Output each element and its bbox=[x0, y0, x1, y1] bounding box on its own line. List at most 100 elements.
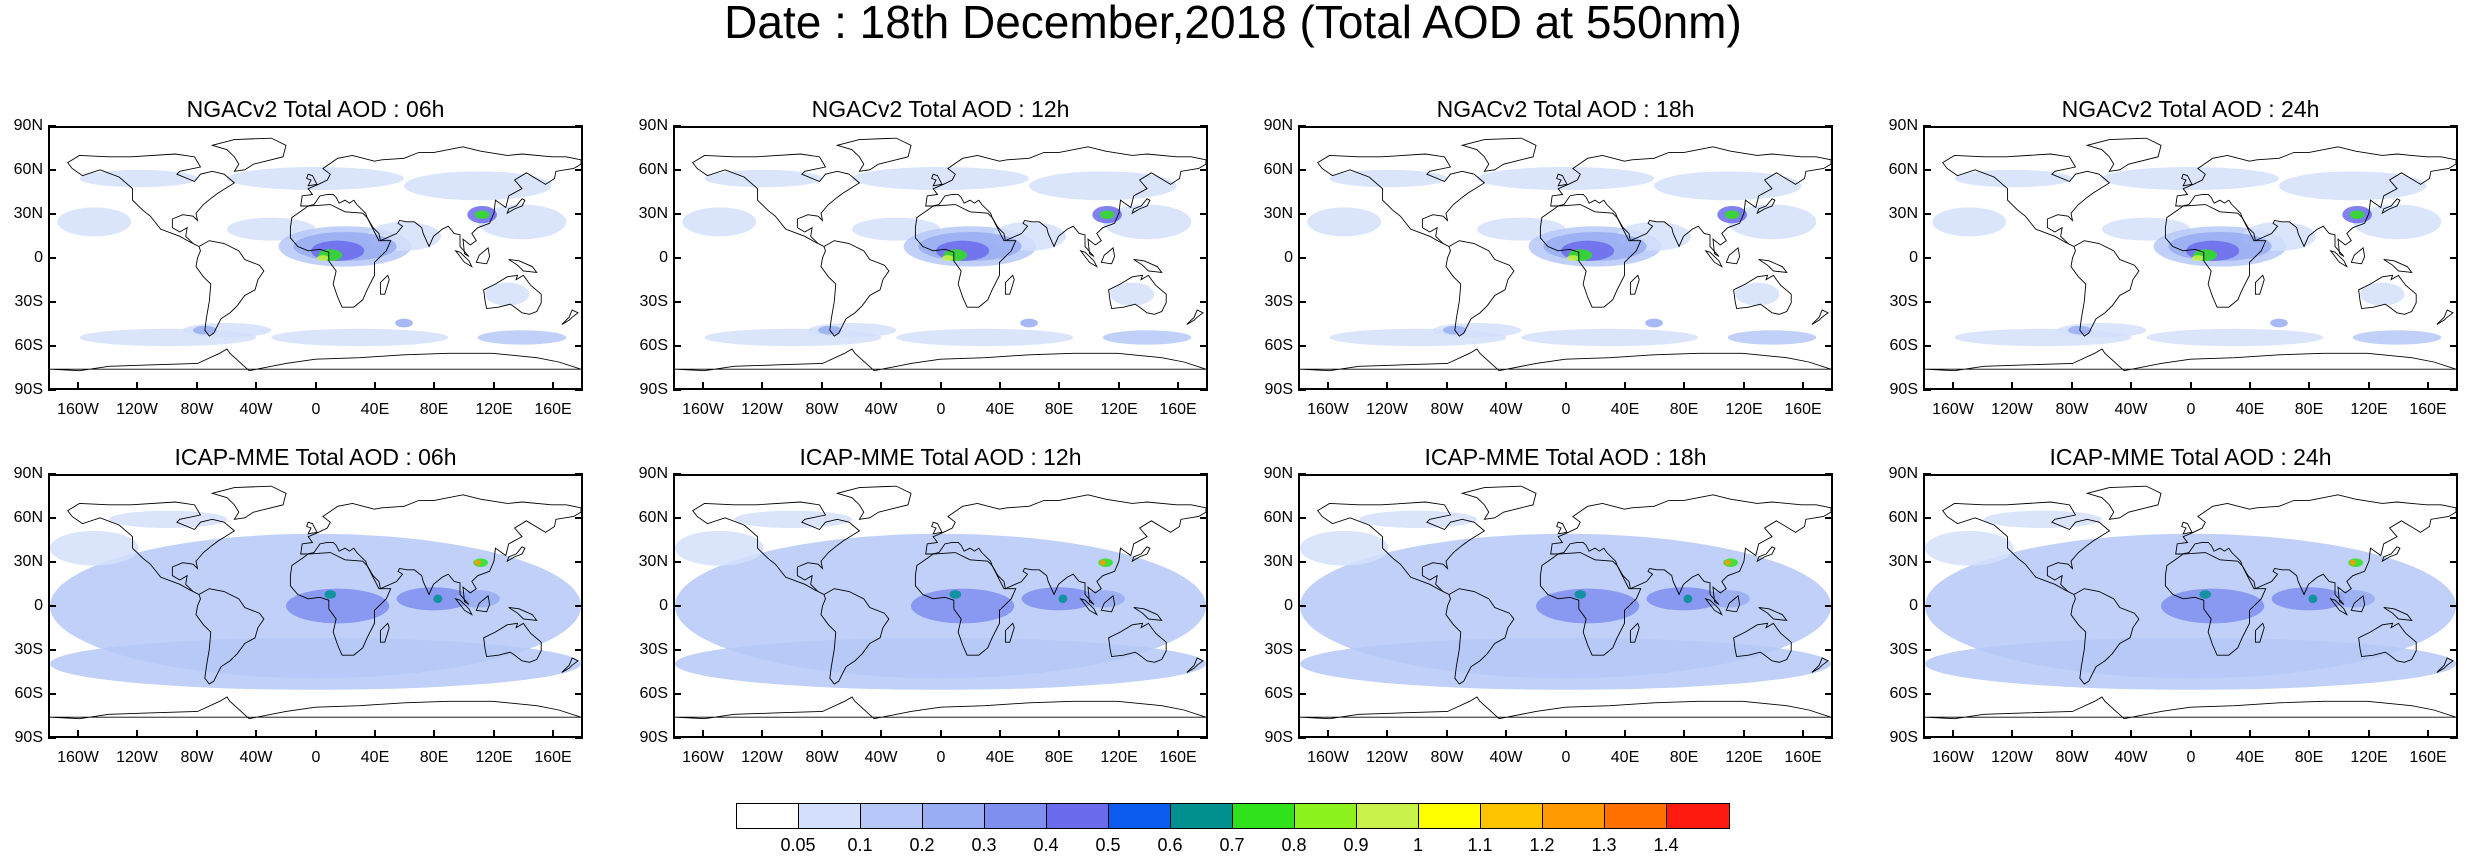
aod-region bbox=[851, 167, 1030, 191]
lat-tick bbox=[1298, 649, 1306, 651]
lat-tick-label: 30N bbox=[1888, 553, 1918, 570]
lat-tick-label: 90N bbox=[13, 117, 43, 134]
lat-tick bbox=[575, 561, 583, 563]
map-canvas bbox=[1925, 476, 2456, 736]
map-canvas bbox=[50, 476, 581, 736]
lat-tick bbox=[1825, 169, 1833, 171]
lat-tick bbox=[1825, 693, 1833, 695]
lon-tick-label: 160E bbox=[534, 401, 572, 418]
lat-tick bbox=[1923, 693, 1931, 695]
lon-tick-label: 80W bbox=[180, 401, 214, 418]
colorbar-swatch bbox=[923, 804, 985, 828]
lon-tick bbox=[1505, 382, 1507, 390]
lat-tick-label: 60S bbox=[639, 337, 668, 354]
lat-tick bbox=[1200, 257, 1208, 259]
lat-tick bbox=[2450, 693, 2458, 695]
coastline-south-america bbox=[1445, 240, 1515, 337]
aod-region bbox=[433, 594, 443, 604]
lon-tick-label: 120W bbox=[116, 749, 158, 766]
lat-tick bbox=[1923, 345, 1931, 347]
coastline-uk bbox=[931, 173, 943, 187]
lon-tick bbox=[2190, 382, 2192, 390]
coastline-antarctica bbox=[675, 696, 1206, 720]
lat-tick-label: 30S bbox=[1889, 641, 1918, 658]
lon-tick bbox=[940, 382, 942, 390]
lat-tick bbox=[1298, 737, 1306, 739]
lon-tick-label: 80W bbox=[805, 401, 839, 418]
map-canvas bbox=[1925, 128, 2456, 388]
coastline-sumatra bbox=[1079, 249, 1098, 268]
lon-tick-label: 0 bbox=[311, 749, 321, 766]
lat-tick bbox=[1298, 693, 1306, 695]
coastline-sumatra bbox=[454, 597, 473, 616]
colorbar-swatch bbox=[1295, 804, 1357, 828]
coastline-sumatra bbox=[1079, 597, 1098, 616]
coastline-south-america bbox=[2070, 240, 2140, 337]
map-canvas bbox=[1300, 476, 1831, 736]
lat-tick bbox=[1923, 517, 1931, 519]
lat-tick bbox=[575, 473, 583, 475]
lat-tick bbox=[673, 345, 681, 347]
lat-tick bbox=[48, 345, 56, 347]
coastline-new-guinea bbox=[1758, 607, 1788, 622]
coastline-north-america bbox=[692, 153, 861, 247]
lat-tick bbox=[2450, 169, 2458, 171]
lat-tick bbox=[1923, 649, 1931, 651]
aod-region bbox=[57, 207, 132, 237]
colorbar-swatch bbox=[1233, 804, 1295, 828]
colorbar-level-label: 0.4 bbox=[1033, 835, 1059, 855]
coastline-south-america bbox=[820, 240, 890, 337]
coastline-new-guinea bbox=[2383, 607, 2413, 622]
lon-tick bbox=[1683, 730, 1685, 738]
coastline-new-guinea bbox=[2383, 259, 2413, 274]
lat-tick bbox=[48, 517, 56, 519]
lon-tick bbox=[2249, 382, 2251, 390]
coastline-new-zealand bbox=[2436, 657, 2454, 673]
lon-tick bbox=[1386, 730, 1388, 738]
lon-tick-label: 160W bbox=[57, 401, 99, 418]
aod-region bbox=[896, 328, 1074, 347]
lat-tick bbox=[1825, 605, 1833, 607]
coastline-new-zealand bbox=[561, 309, 579, 325]
lat-tick-label: 60N bbox=[13, 509, 43, 526]
lon-tick bbox=[2249, 730, 2251, 738]
map-panel: NGACv2 Total AOD : 12h 90N 60N 30N 0 30S 60S 90… bbox=[628, 96, 1208, 446]
lon-tick bbox=[1743, 382, 1745, 390]
lon-tick bbox=[433, 382, 435, 390]
aod-region bbox=[1476, 167, 1655, 191]
panel-title: NGACv2 Total AOD : 24h bbox=[2061, 96, 2320, 122]
aod-region bbox=[2308, 594, 2318, 604]
coastline-africa bbox=[914, 204, 1017, 308]
aod-region bbox=[1925, 530, 2014, 566]
coastline-new-zealand bbox=[1811, 657, 1829, 673]
coastline-south-america bbox=[2070, 588, 2140, 685]
lon-tick-label: 120E bbox=[1100, 401, 1138, 418]
panel-title: NGACv2 Total AOD : 06h bbox=[186, 96, 445, 122]
coastline-new-zealand bbox=[2436, 309, 2454, 325]
colorbar-level-label: 1.4 bbox=[1653, 835, 1679, 855]
lat-tick bbox=[48, 389, 56, 391]
lat-tick bbox=[48, 169, 56, 171]
lat-tick bbox=[1200, 561, 1208, 563]
coastline-new-zealand bbox=[1186, 657, 1204, 673]
colorbar-level-label: 0.2 bbox=[909, 835, 935, 855]
lon-tick-label: 80W bbox=[2055, 749, 2089, 766]
lat-tick bbox=[1825, 517, 1833, 519]
lat-tick bbox=[2450, 389, 2458, 391]
lon-tick bbox=[880, 382, 882, 390]
coastline-eurasia bbox=[925, 146, 1206, 257]
aod-region bbox=[485, 282, 530, 306]
lon-tick bbox=[1505, 730, 1507, 738]
lon-tick bbox=[940, 730, 942, 738]
lon-tick-label: 120W bbox=[1366, 401, 1408, 418]
lat-tick bbox=[48, 737, 56, 739]
lat-tick bbox=[1825, 473, 1833, 475]
coastline-japan bbox=[506, 546, 526, 563]
colorbar-level-label: 1.2 bbox=[1529, 835, 1555, 855]
coastline-north-america bbox=[1317, 153, 1486, 247]
lon-tick-label: 0 bbox=[2186, 401, 2196, 418]
world-map bbox=[1923, 474, 2458, 738]
lat-tick-label: 60S bbox=[14, 685, 43, 702]
coastline-north-america bbox=[67, 153, 236, 247]
lon-tick-label: 120W bbox=[1991, 401, 2033, 418]
